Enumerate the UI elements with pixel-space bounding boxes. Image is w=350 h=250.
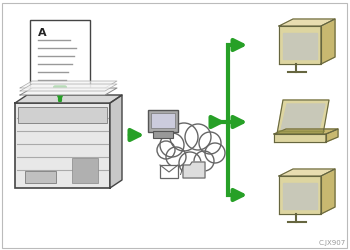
Polygon shape xyxy=(281,104,325,130)
Polygon shape xyxy=(20,88,117,95)
FancyBboxPatch shape xyxy=(148,110,178,132)
FancyBboxPatch shape xyxy=(153,131,173,138)
Polygon shape xyxy=(162,129,222,169)
Circle shape xyxy=(166,147,186,167)
Circle shape xyxy=(157,141,175,159)
Polygon shape xyxy=(183,162,205,178)
FancyBboxPatch shape xyxy=(72,158,98,183)
Polygon shape xyxy=(283,33,317,59)
FancyBboxPatch shape xyxy=(18,107,107,123)
Polygon shape xyxy=(283,183,317,209)
Text: C.JX907: C.JX907 xyxy=(319,240,346,246)
Polygon shape xyxy=(321,19,335,64)
Polygon shape xyxy=(110,95,122,188)
Polygon shape xyxy=(15,95,122,103)
Polygon shape xyxy=(20,84,117,91)
Circle shape xyxy=(185,124,211,150)
FancyBboxPatch shape xyxy=(25,171,56,183)
Polygon shape xyxy=(20,81,117,88)
Polygon shape xyxy=(279,19,335,26)
Circle shape xyxy=(160,133,184,157)
Circle shape xyxy=(194,151,214,171)
Polygon shape xyxy=(277,100,329,134)
Polygon shape xyxy=(326,129,338,142)
Polygon shape xyxy=(274,134,326,142)
Text: A: A xyxy=(38,28,47,38)
FancyBboxPatch shape xyxy=(15,103,110,188)
FancyBboxPatch shape xyxy=(30,20,90,95)
FancyBboxPatch shape xyxy=(151,113,175,128)
Circle shape xyxy=(199,132,221,154)
Circle shape xyxy=(205,143,225,163)
Text: /: / xyxy=(180,166,184,176)
Polygon shape xyxy=(279,26,321,64)
FancyBboxPatch shape xyxy=(160,165,178,178)
Polygon shape xyxy=(279,169,335,176)
Polygon shape xyxy=(274,129,338,134)
Circle shape xyxy=(179,152,201,174)
Polygon shape xyxy=(279,176,321,214)
Polygon shape xyxy=(321,169,335,214)
Circle shape xyxy=(170,123,198,151)
